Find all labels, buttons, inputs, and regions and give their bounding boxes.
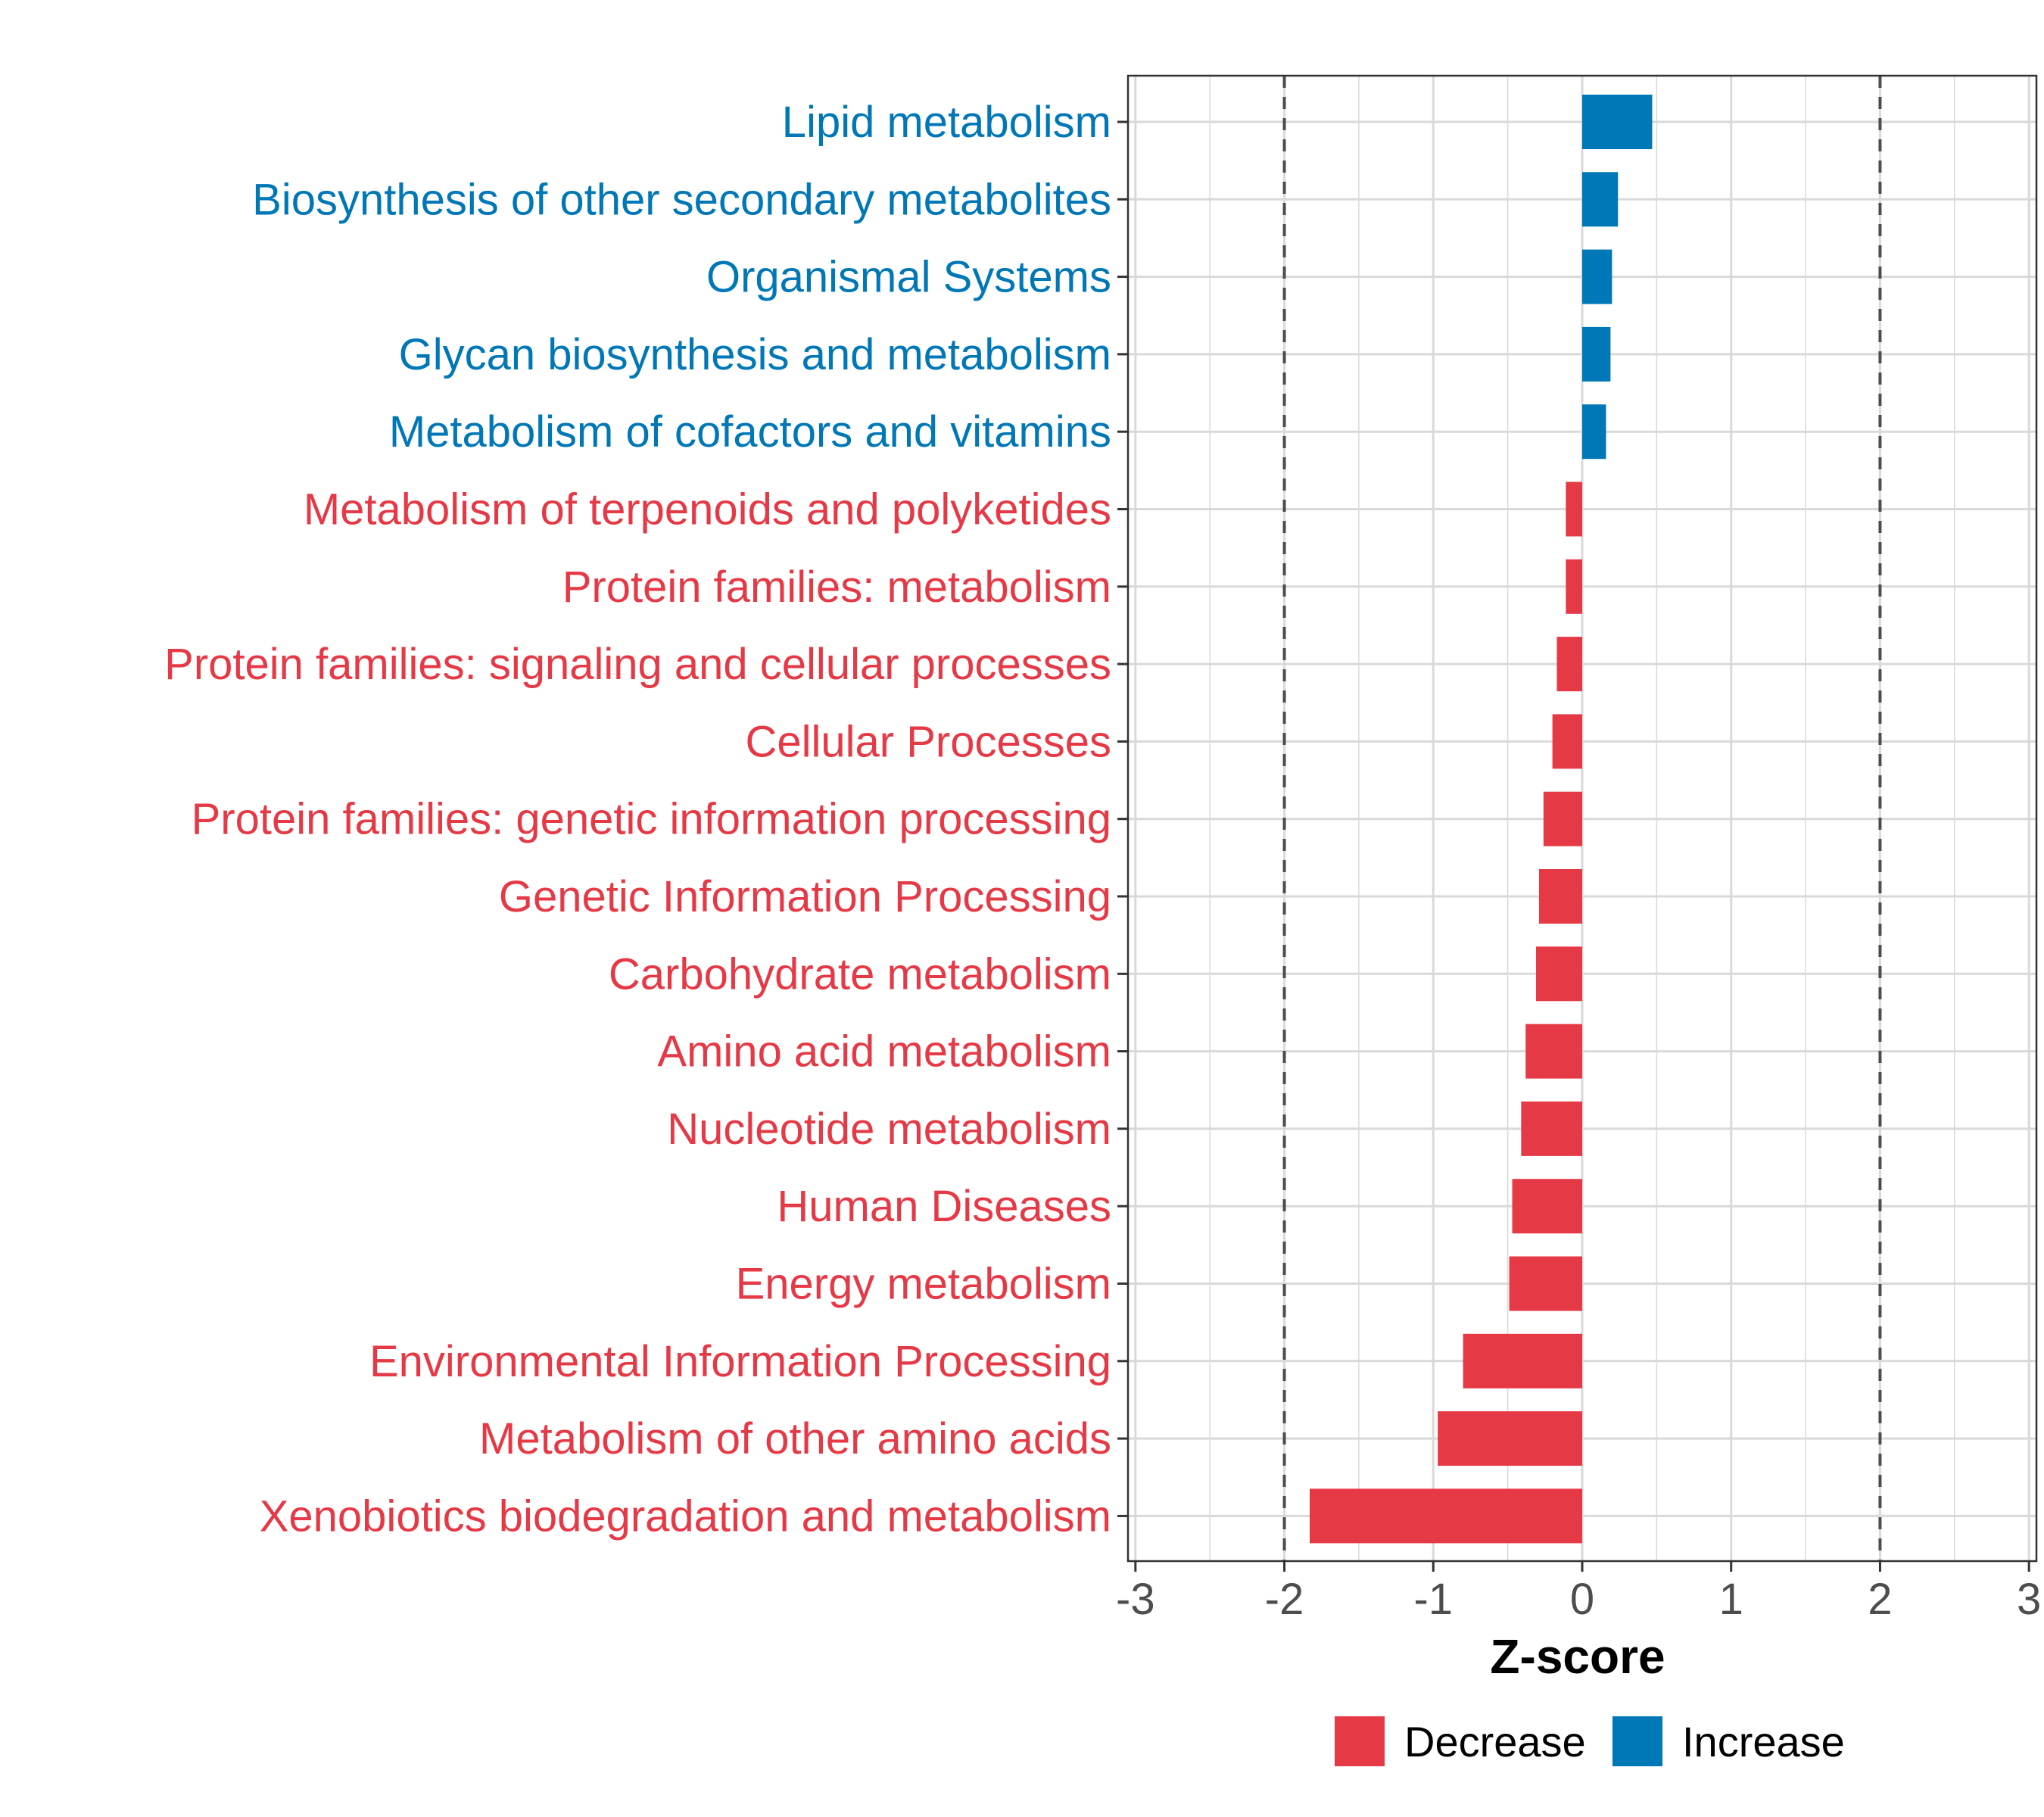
- y-axis-category-label: Glycan biosynthesis and metabolism: [399, 330, 1111, 379]
- x-axis-tick-label: 1: [1719, 1575, 1743, 1624]
- y-axis-category-label: Biosynthesis of other secondary metaboli…: [252, 175, 1111, 224]
- y-axis-category-label: Metabolism of other amino acids: [479, 1414, 1111, 1463]
- x-axis-tick-label: 3: [2017, 1575, 2041, 1624]
- x-axis-tick-label: -3: [1116, 1575, 1155, 1624]
- y-axis-category-label: Protein families: metabolism: [562, 563, 1111, 612]
- axes: Lipid metabolism Biosynthesis of other se…: [164, 98, 2041, 1624]
- y-axis-category-label: Xenobiotics biodegradation and metabolis…: [260, 1491, 1111, 1541]
- y-axis-category-label: Cellular Processes: [745, 717, 1111, 766]
- bar: [1310, 1488, 1582, 1544]
- bar: [1463, 1333, 1582, 1388]
- legend: Decrease Increase: [1335, 1716, 1845, 1766]
- y-axis-category-label: Organismal Systems: [706, 253, 1111, 302]
- bar: [1582, 172, 1619, 227]
- x-axis-tick-label: -2: [1265, 1575, 1304, 1624]
- y-axis-category-label: Protein families: genetic information pr…: [192, 795, 1111, 844]
- bar: [1582, 95, 1653, 149]
- y-axis-category-label: Lipid metabolism: [782, 98, 1111, 147]
- legend-swatch-increase: [1612, 1716, 1662, 1766]
- y-axis-category-label: Nucleotide metabolism: [667, 1105, 1111, 1154]
- legend-swatch-decrease: [1335, 1716, 1385, 1766]
- legend-label-decrease: Decrease: [1404, 1718, 1586, 1766]
- bar: [1543, 791, 1582, 846]
- bar: [1538, 869, 1582, 924]
- x-axis-title: Z-score: [1490, 1629, 1665, 1684]
- bar: [1536, 946, 1582, 1002]
- legend-label-increase: Increase: [1682, 1718, 1845, 1766]
- threshold-lines: [1282, 76, 1882, 1561]
- bar: [1582, 326, 1611, 382]
- bar: [1556, 637, 1582, 692]
- y-axis-category-label: Metabolism of terpenoids and polyketides: [304, 485, 1111, 535]
- y-axis-category-label: Amino acid metabolism: [657, 1027, 1111, 1077]
- y-axis-category-label: Energy metabolism: [736, 1260, 1111, 1309]
- bar: [1566, 559, 1582, 614]
- bar: [1438, 1411, 1582, 1466]
- y-axis-category-label: Metabolism of cofactors and vitamins: [389, 407, 1111, 457]
- bar: [1566, 482, 1582, 537]
- y-axis-category-label: Carbohydrate metabolism: [609, 949, 1111, 999]
- y-axis-category-label: Environmental Information Processing: [369, 1337, 1111, 1386]
- y-axis-category-label: Protein families: signaling and cellular…: [164, 640, 1111, 689]
- bar: [1552, 714, 1582, 769]
- bar: [1582, 249, 1612, 304]
- bar: [1521, 1101, 1582, 1156]
- bar: [1582, 404, 1606, 460]
- x-axis-tick-label: -1: [1413, 1575, 1453, 1624]
- x-axis-tick-label: 0: [1570, 1575, 1594, 1624]
- y-axis-category-label: Human Diseases: [777, 1182, 1111, 1231]
- bars: [1310, 95, 1653, 1544]
- bar: [1525, 1024, 1582, 1079]
- bar: [1509, 1256, 1582, 1311]
- bar: [1512, 1179, 1582, 1234]
- x-axis-tick-label: 2: [1868, 1575, 1892, 1624]
- y-axis-category-label: Genetic Information Processing: [499, 872, 1111, 921]
